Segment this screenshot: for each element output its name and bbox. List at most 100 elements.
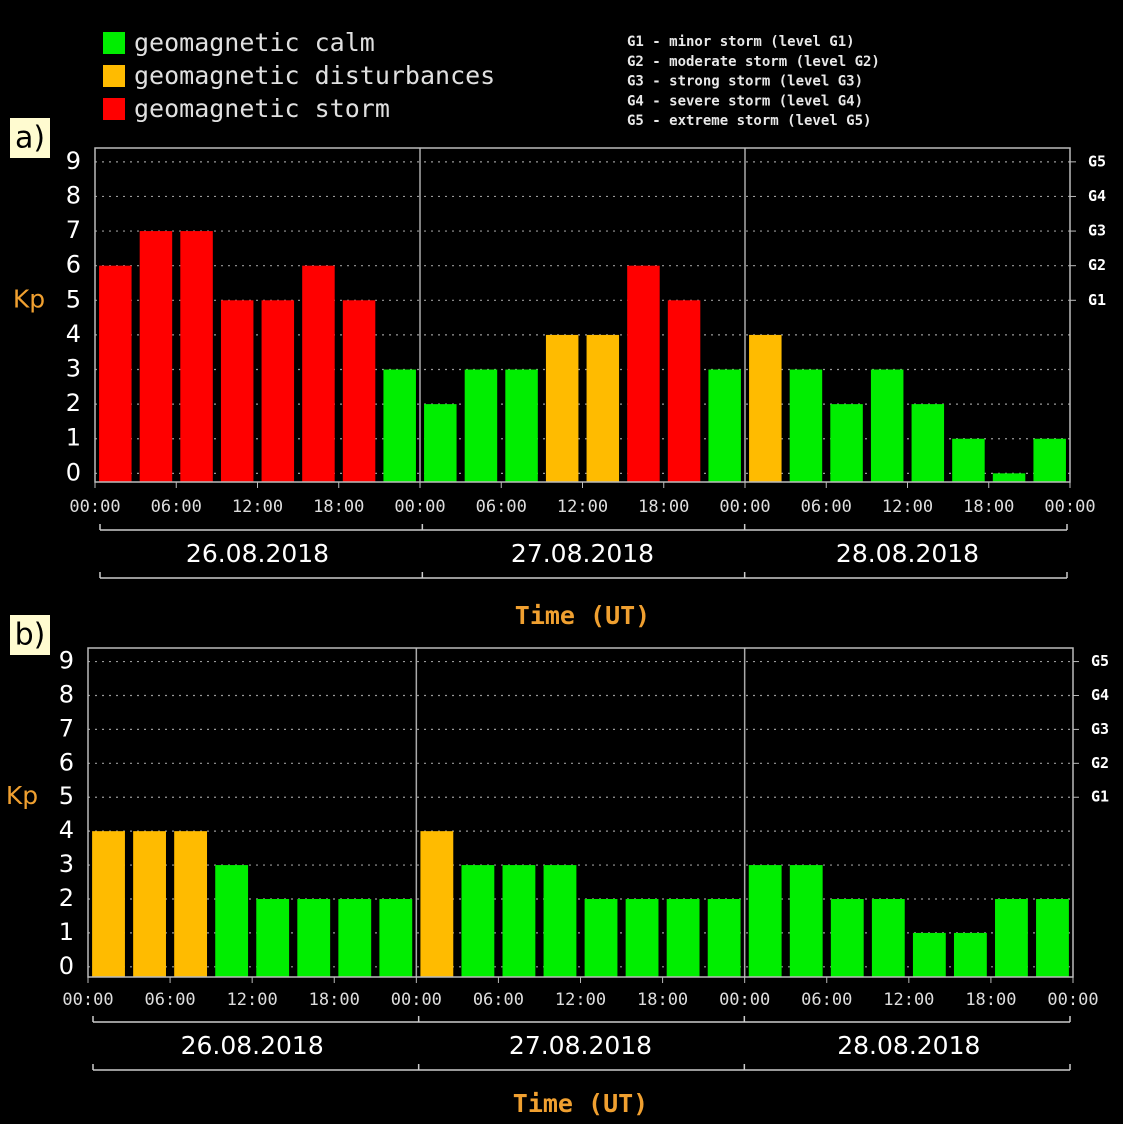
y-tick-label: 9 <box>59 647 74 675</box>
y2-tick-label: G2 <box>1088 256 1106 274</box>
bar <box>543 865 577 977</box>
y-axis-label: Kp <box>13 284 45 313</box>
x-tick-label: 18:00 <box>963 497 1014 517</box>
date-label: 27.08.2018 <box>509 1031 652 1060</box>
y-tick-label: 6 <box>59 748 74 776</box>
bar <box>464 369 498 482</box>
legend-label: geomagnetic storm <box>134 94 390 123</box>
bar <box>174 831 208 977</box>
bar <box>912 932 946 977</box>
y-tick-label: 3 <box>59 850 74 878</box>
y2-tick-label: G1 <box>1088 291 1106 309</box>
bar <box>545 334 579 482</box>
y-tick-label: 2 <box>59 884 74 912</box>
bar <box>342 300 376 482</box>
bar <box>338 898 372 977</box>
y-tick-label: 8 <box>66 181 81 209</box>
x-tick-label: 00:00 <box>62 990 113 1010</box>
bar <box>708 369 741 482</box>
y-tick-label: 4 <box>59 816 74 844</box>
y-tick-label: 7 <box>59 714 74 742</box>
legend-swatch <box>103 98 125 120</box>
y-tick-label: 2 <box>66 389 81 417</box>
x-tick-label: 18:00 <box>637 990 688 1010</box>
x-tick-label: 00:00 <box>394 497 445 517</box>
y2-tick-label: G3 <box>1088 222 1106 240</box>
y-tick-label: 5 <box>59 782 74 810</box>
bar <box>1036 898 1069 977</box>
storm-level: G1 - minor storm (level G1) <box>627 34 855 50</box>
bar <box>502 865 536 977</box>
bar <box>911 404 945 482</box>
bar <box>461 865 495 977</box>
y-tick-label: 7 <box>66 216 81 244</box>
x-tick-label: 00:00 <box>1044 497 1095 517</box>
bar <box>952 438 985 482</box>
bar <box>789 865 823 977</box>
x-tick-label: 12:00 <box>227 990 278 1010</box>
y-tick-label: 1 <box>66 424 81 452</box>
x-tick-label: 06:00 <box>801 990 852 1010</box>
y2-tick-label: G4 <box>1088 187 1106 205</box>
legend-label: geomagnetic disturbances <box>134 61 495 90</box>
x-tick-label: 06:00 <box>476 497 527 517</box>
bar <box>383 369 416 482</box>
bar <box>707 898 741 977</box>
x-tick-label: 18:00 <box>638 497 689 517</box>
storm-level: G3 - strong storm (level G3) <box>627 74 863 90</box>
bar <box>420 831 454 977</box>
bar <box>297 898 331 977</box>
legend-label: geomagnetic calm <box>134 28 375 57</box>
bar <box>133 831 166 977</box>
storm-level: G5 - extreme storm (level G5) <box>627 113 871 129</box>
bar <box>505 369 538 482</box>
storm-level: G2 - moderate storm (level G2) <box>627 54 880 70</box>
panel-label-box <box>10 118 50 158</box>
x-tick-label: 12:00 <box>232 497 283 517</box>
bar <box>379 898 413 977</box>
date-label: 26.08.2018 <box>186 539 329 568</box>
bar <box>215 865 249 977</box>
bar <box>139 231 173 482</box>
storm-level: G4 - severe storm (level G4) <box>627 93 863 109</box>
bar <box>789 369 823 482</box>
y2-tick-label: G4 <box>1091 686 1109 704</box>
x-tick-label: 00:00 <box>1047 990 1098 1010</box>
y-tick-label: 0 <box>66 458 81 486</box>
bar <box>666 898 700 977</box>
x-tick-label: 18:00 <box>309 990 360 1010</box>
date-label: 26.08.2018 <box>181 1031 324 1060</box>
legend-swatch <box>103 32 125 54</box>
y-tick-label: 6 <box>66 251 81 279</box>
y2-tick-label: G1 <box>1091 788 1109 806</box>
date-label: 28.08.2018 <box>836 539 979 568</box>
x-tick-label: 18:00 <box>313 497 364 517</box>
bar <box>220 300 254 482</box>
bar <box>995 898 1028 977</box>
y-axis-label: Kp <box>6 781 38 810</box>
y-tick-label: 5 <box>66 285 81 313</box>
bar <box>627 265 660 482</box>
x-tick-label: 00:00 <box>391 990 442 1010</box>
y-tick-label: 8 <box>59 680 74 708</box>
y-tick-label: 1 <box>59 918 74 946</box>
date-label: 27.08.2018 <box>511 539 654 568</box>
x-tick-label: 12:00 <box>883 990 934 1010</box>
bar <box>748 865 782 977</box>
bar <box>749 334 782 482</box>
bar <box>830 404 863 482</box>
x-tick-label: 12:00 <box>882 497 933 517</box>
bar <box>99 265 132 482</box>
x-axis-label: Time (UT) <box>515 601 650 630</box>
bar <box>1033 438 1066 482</box>
bar <box>870 369 904 482</box>
bar <box>584 898 618 977</box>
y2-tick-label: G2 <box>1091 754 1109 772</box>
y-tick-label: 0 <box>59 952 74 980</box>
bar <box>261 300 295 482</box>
x-tick-label: 06:00 <box>151 497 202 517</box>
bar <box>256 898 290 977</box>
bar <box>830 898 864 977</box>
panel-label: b) <box>15 618 46 653</box>
x-tick-label: 12:00 <box>555 990 606 1010</box>
